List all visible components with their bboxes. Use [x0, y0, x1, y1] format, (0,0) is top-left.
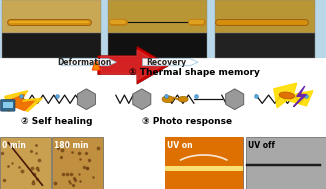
Bar — [0, 58, 326, 137]
Text: UV on: UV on — [167, 141, 192, 150]
Bar — [2, 33, 101, 58]
Polygon shape — [98, 46, 170, 84]
Text: Recovery: Recovery — [146, 58, 186, 67]
Bar — [165, 137, 243, 189]
Polygon shape — [101, 50, 163, 80]
Text: 0 min: 0 min — [2, 141, 26, 150]
Text: ① Thermal shape memory: ① Thermal shape memory — [129, 68, 259, 77]
Polygon shape — [5, 91, 42, 112]
Polygon shape — [61, 59, 117, 66]
Bar — [0, 0, 326, 58]
FancyBboxPatch shape — [1, 100, 15, 111]
Polygon shape — [293, 86, 306, 107]
Bar — [0, 137, 51, 189]
Bar — [246, 164, 321, 166]
Bar — [3, 102, 13, 108]
Polygon shape — [94, 61, 99, 69]
Bar — [246, 137, 326, 189]
Bar — [165, 137, 243, 189]
Bar — [215, 33, 315, 58]
Polygon shape — [142, 59, 198, 66]
Polygon shape — [274, 83, 313, 108]
Bar — [215, 0, 315, 33]
Bar — [165, 166, 243, 171]
Ellipse shape — [279, 92, 295, 99]
Polygon shape — [226, 89, 244, 110]
Polygon shape — [133, 89, 151, 110]
Text: 180 min: 180 min — [54, 141, 89, 150]
Bar — [108, 0, 207, 33]
Polygon shape — [10, 94, 34, 111]
Bar — [2, 0, 101, 33]
Text: Deformation: Deformation — [58, 58, 112, 67]
Bar — [52, 137, 103, 189]
Text: ③ Photo response: ③ Photo response — [142, 117, 232, 126]
Text: UV off: UV off — [248, 141, 275, 150]
Polygon shape — [92, 60, 100, 70]
Polygon shape — [77, 89, 96, 110]
Circle shape — [162, 96, 174, 103]
Circle shape — [178, 96, 188, 102]
Text: ② Self healing: ② Self healing — [21, 117, 93, 126]
Bar — [108, 33, 207, 58]
